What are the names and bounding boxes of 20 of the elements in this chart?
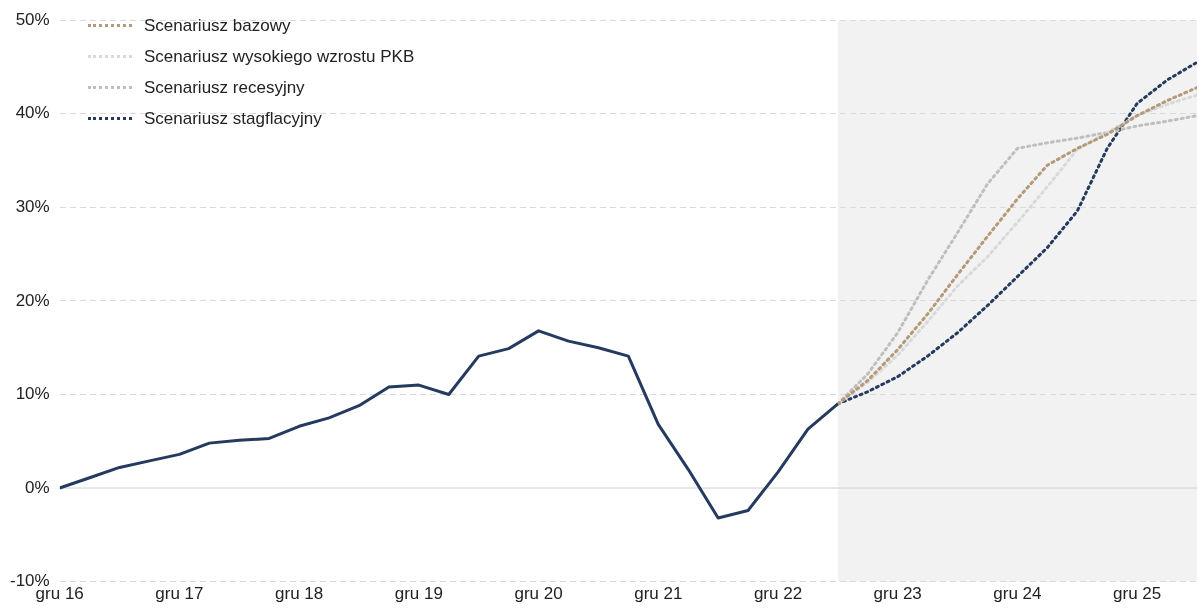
legend-label: Scenariusz stagflacyjny — [144, 108, 322, 130]
x-tick-label: gru 21 — [634, 584, 683, 604]
legend-label: Scenariusz bazowy — [144, 15, 291, 37]
y-tick-label: 0% — [25, 477, 50, 497]
y-tick-label: 50% — [15, 9, 50, 29]
x-tick-label: gru 24 — [993, 584, 1042, 604]
legend-label: Scenariusz recesyjny — [144, 77, 305, 99]
x-tick-label: gru 19 — [394, 584, 443, 604]
legend-label: Scenariusz wysokiego wzrostu PKB — [144, 46, 415, 68]
x-tick-label: gru 20 — [514, 584, 563, 604]
y-tick-label: 30% — [15, 197, 50, 217]
x-tick-label: gru 17 — [155, 584, 204, 604]
x-tick-label: gru 25 — [1113, 584, 1162, 604]
y-tick-label: 20% — [15, 290, 50, 310]
y-tick-label: 40% — [15, 103, 50, 123]
x-tick-label: gru 22 — [753, 584, 803, 604]
y-tick-label: -10% — [10, 571, 50, 591]
y-tick-label: 10% — [15, 384, 50, 404]
x-tick-label: gru 23 — [873, 584, 922, 604]
x-tick-label: gru 18 — [275, 584, 324, 604]
